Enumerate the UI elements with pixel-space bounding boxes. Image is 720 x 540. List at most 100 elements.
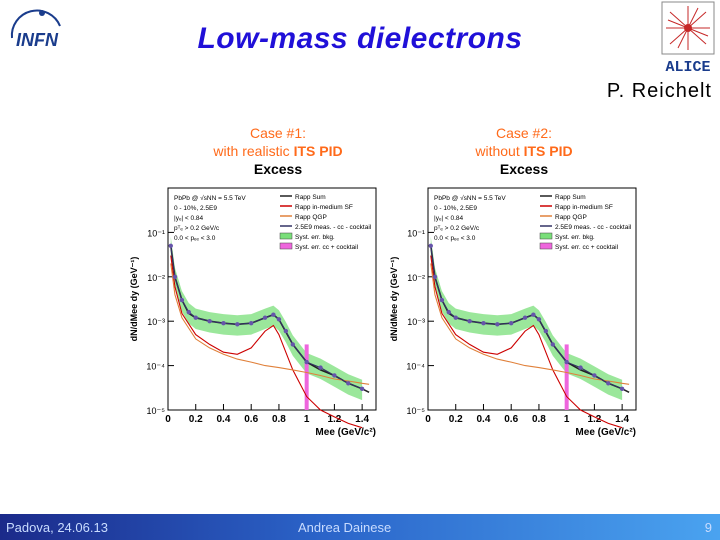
data-point	[495, 322, 500, 327]
x-tick-label: 0.2	[449, 414, 463, 425]
x-tick-label: 0.4	[477, 414, 491, 425]
legend-label: Rapp in-medium SF	[295, 204, 353, 211]
y-tick-label: 10⁻⁵	[407, 406, 426, 416]
legend-label: Syst. err. bkg.	[555, 234, 595, 241]
cocktail-err-band	[564, 344, 569, 410]
y-tick-label: 10⁻²	[147, 273, 165, 283]
data-point	[318, 365, 323, 370]
x-tick-label: 0	[425, 414, 431, 425]
info-text-line: 0 - 10%, 2.5E9	[174, 205, 217, 212]
infn-dot	[39, 10, 45, 16]
data-point	[509, 321, 514, 326]
data-point	[304, 359, 309, 365]
info-text-line: 0.0 < pₑₑ < 3.0	[434, 235, 476, 242]
data-point	[359, 386, 365, 392]
case-1-subtitle: with realistic ITS PID	[168, 142, 388, 160]
case-1-title: Case #1:	[249, 125, 307, 141]
cocktail-err-band	[304, 344, 309, 410]
data-point	[249, 321, 254, 326]
info-text-line: 0 - 10%, 2.5E9	[434, 205, 477, 212]
x-tick-label: 0.6	[504, 414, 518, 425]
case-1-its-pid: ITS PID	[293, 143, 343, 159]
data-point	[172, 274, 178, 279]
x-tick-label: 0.8	[532, 414, 546, 425]
data-point	[543, 328, 549, 334]
plots-area: dN/dMee dy (GeV⁻¹)10⁻¹10⁻²10⁻³10⁻⁴10⁻⁵0 0…	[129, 187, 637, 438]
x-tick-label: 1.4	[355, 414, 369, 425]
case-2-subtitle: without ITS PID	[414, 142, 634, 160]
data-point	[606, 381, 611, 386]
data-point	[179, 297, 185, 303]
data-point	[481, 321, 486, 326]
y-axis-label: dN/dMee dy (GeV⁻¹)	[129, 257, 139, 342]
y-axis-label: dN/dMee dy (GeV⁻¹)	[389, 257, 399, 342]
x-tick-label: 0.8	[272, 414, 286, 425]
x-tick-label: 1.4	[615, 414, 629, 425]
slide-title: Low-mass dielectrons	[197, 22, 523, 55]
chart-1: dN/dMee dy (GeV⁻¹) 10⁻¹ 10⁻² 10⁻³ 10⁻⁴ 10⁻⁵0 0…	[129, 187, 377, 438]
y-tick-label: 10⁻⁵	[147, 406, 166, 416]
info-text-line: PbPb @ √sNN = 5.5 TeV	[174, 194, 246, 202]
data-point	[522, 315, 528, 320]
case-2-heading: Case #2: without ITS PID Excess	[414, 124, 634, 178]
case-1-excess: Excess	[253, 161, 303, 177]
author-name: P. Reichelt	[606, 80, 712, 102]
x-tick-label: 1.2	[327, 414, 341, 425]
info-text-line: 0.0 < pₑₑ < 3.0	[174, 235, 216, 242]
data-point	[446, 309, 451, 315]
footer-date: Padova, 24.06.13	[6, 520, 108, 535]
data-point	[531, 312, 536, 317]
data-point	[235, 322, 240, 327]
data-point	[536, 317, 542, 322]
data-point	[439, 297, 445, 303]
info-text-line: pᵀₑ > 0.2 GeV/c	[174, 225, 220, 232]
case-2-its-pid: ITS PID	[523, 143, 573, 159]
data-point	[550, 342, 555, 347]
data-point	[186, 309, 191, 315]
alice-core	[684, 24, 692, 32]
series-line-rapp-qgp	[170, 263, 370, 385]
data-point	[564, 359, 569, 365]
data-point	[283, 328, 289, 334]
info-text-line: |yₑ| < 0.84	[434, 215, 463, 222]
data-point	[207, 319, 212, 324]
data-point	[168, 243, 173, 248]
x-tick-label: 1	[304, 414, 310, 425]
footer-presenter: Andrea Dainese	[298, 520, 392, 535]
x-tick-label: 1	[564, 414, 570, 425]
x-tick-label: 0.4	[217, 414, 231, 425]
data-point	[290, 342, 295, 347]
y-tick-label: 10⁻⁴	[406, 362, 425, 372]
data-point	[453, 315, 458, 320]
legend-label: Rapp Sum	[555, 194, 586, 201]
y-tick-label: 10⁻²	[407, 273, 425, 283]
infn-logo: INFN	[10, 9, 61, 50]
x-axis-label: Mee (GeV/c²)	[315, 427, 376, 438]
legend-label: 2.5E9 meas. - cc - cocktail	[555, 224, 632, 231]
legend-label: Syst. err. cc + cocktail	[555, 244, 619, 251]
data-point	[578, 365, 583, 370]
case-1-heading: Case #1: with realistic ITS PID Excess	[168, 124, 388, 178]
data-point	[262, 315, 268, 320]
series-line-rapp-in-medium-sf	[430, 255, 623, 429]
infn-logo-text: INFN	[16, 30, 59, 50]
legend-label: Syst. err. cc + cocktail	[295, 244, 359, 251]
data-point	[428, 243, 433, 248]
case-1-prefix: with realistic	[213, 143, 294, 159]
series-line-rapp-qgp	[430, 263, 630, 385]
legend-swatch	[539, 232, 553, 240]
case-2-excess: Excess	[499, 161, 549, 177]
legend-label: Rapp in-medium SF	[555, 204, 613, 211]
alice-logo-text: ALICE	[665, 59, 710, 76]
y-tick-label: 10⁻³	[147, 317, 165, 327]
alice-logo: ALICE	[661, 1, 715, 76]
data-point	[221, 321, 226, 326]
legend-swatch	[539, 242, 553, 250]
case-2-title: Case #2:	[495, 125, 553, 141]
y-tick-label: 10⁻¹	[147, 228, 165, 238]
data-point	[276, 317, 282, 322]
info-text-line: PbPb @ √sNN = 5.5 TeV	[434, 194, 506, 202]
data-point	[432, 274, 438, 279]
case-2-prefix: without	[475, 143, 524, 159]
series-line-rapp-in-medium-sf	[170, 255, 363, 429]
